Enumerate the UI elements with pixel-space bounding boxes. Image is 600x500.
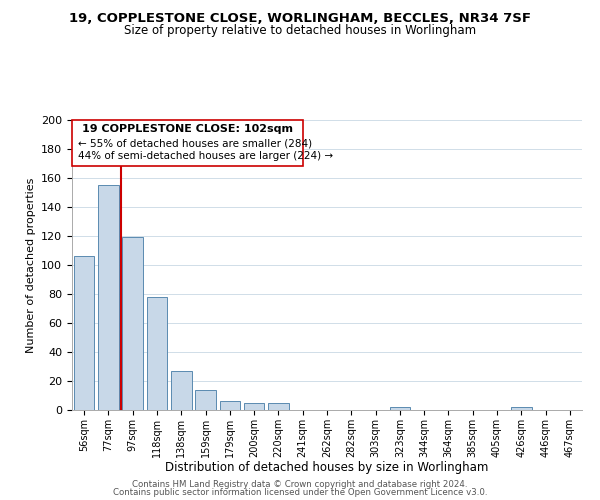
- Bar: [74, 256, 94, 410]
- Text: 44% of semi-detached houses are larger (224) →: 44% of semi-detached houses are larger (…: [78, 151, 333, 161]
- Text: Size of property relative to detached houses in Worlingham: Size of property relative to detached ho…: [124, 24, 476, 37]
- Bar: [98, 185, 119, 410]
- Bar: [268, 403, 289, 410]
- Bar: [220, 402, 240, 410]
- Bar: [511, 407, 532, 410]
- Text: Contains HM Land Registry data © Crown copyright and database right 2024.: Contains HM Land Registry data © Crown c…: [132, 480, 468, 489]
- Text: Distribution of detached houses by size in Worlingham: Distribution of detached houses by size …: [166, 461, 488, 474]
- Text: 19 COPPLESTONE CLOSE: 102sqm: 19 COPPLESTONE CLOSE: 102sqm: [82, 124, 293, 134]
- Text: 19, COPPLESTONE CLOSE, WORLINGHAM, BECCLES, NR34 7SF: 19, COPPLESTONE CLOSE, WORLINGHAM, BECCL…: [69, 12, 531, 26]
- Text: ← 55% of detached houses are smaller (284): ← 55% of detached houses are smaller (28…: [78, 139, 312, 149]
- Bar: [244, 403, 265, 410]
- Bar: [389, 407, 410, 410]
- Bar: [195, 390, 216, 410]
- Bar: [146, 297, 167, 410]
- Y-axis label: Number of detached properties: Number of detached properties: [26, 178, 35, 352]
- Bar: [122, 238, 143, 410]
- Text: Contains public sector information licensed under the Open Government Licence v3: Contains public sector information licen…: [113, 488, 487, 497]
- Bar: [171, 371, 191, 410]
